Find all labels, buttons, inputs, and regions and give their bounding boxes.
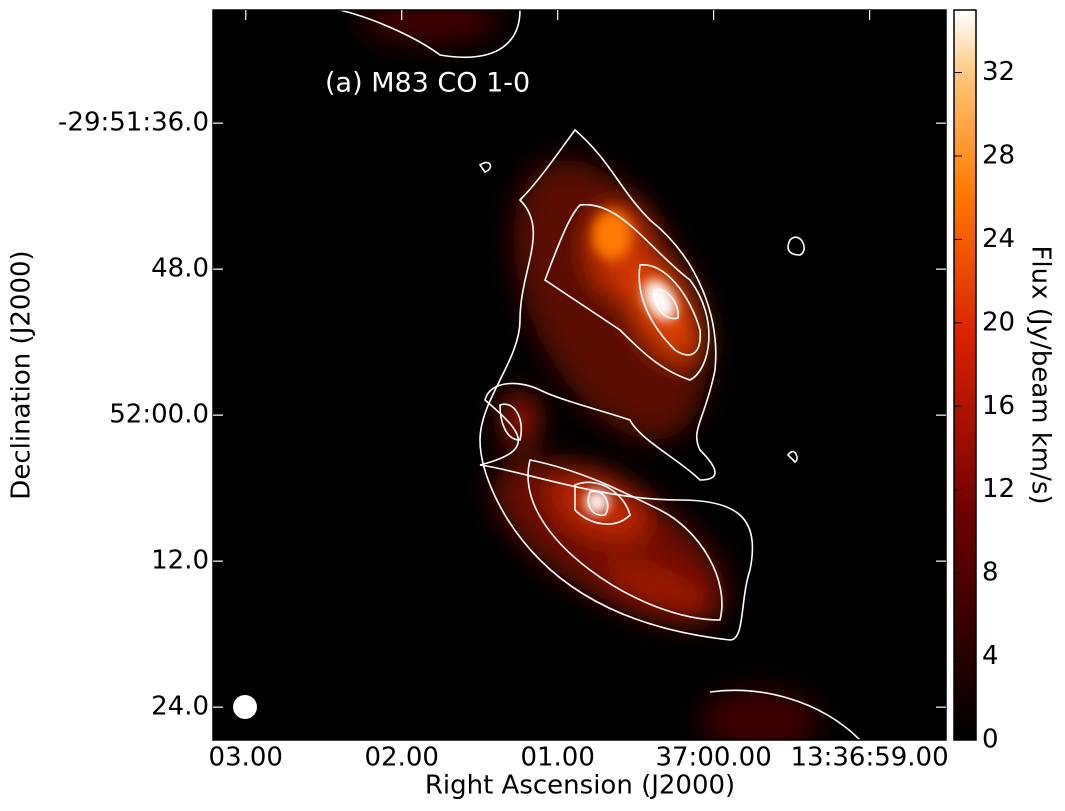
x-tick-label: 02.00 (364, 743, 438, 773)
y-tick-label: 24.0 (151, 692, 209, 722)
colorbar-tick-label: 16 (982, 391, 1015, 421)
colorbar-tick-label: 12 (982, 474, 1015, 504)
x-tick-label: 37:00.00 (655, 743, 771, 773)
x-tick-label: 03.00 (209, 743, 283, 773)
colorbar-label: Flux (Jy/beam km/s) (1026, 245, 1056, 504)
y-tick-label: -29:51:36.0 (58, 108, 209, 138)
x-axis-label: Right Ascension (J2000) (425, 771, 735, 801)
y-axis-label: Declination (J2000) (7, 250, 37, 499)
colorbar-tick-label: 20 (982, 307, 1015, 337)
y-tick-label: 12.0 (151, 546, 209, 576)
x-tick-label: 13:36:59.00 (791, 743, 949, 773)
y-tick-label: 52:00.0 (109, 400, 209, 430)
colorbar-tick-label: 0 (982, 725, 999, 755)
y-tick-label: 48.0 (151, 254, 209, 284)
colorbar-tick-label: 24 (982, 224, 1015, 254)
x-tick-label: 01.00 (520, 743, 594, 773)
colorbar-tick-label: 28 (982, 141, 1015, 171)
colorbar-tick-label: 32 (982, 57, 1015, 87)
colorbar-tick-label: 4 (982, 641, 999, 671)
plot-frame (212, 9, 947, 741)
colorbar-tick-label: 8 (982, 558, 999, 588)
chart-title: (a) M83 CO 1-0 (325, 68, 530, 99)
map (213, 10, 946, 740)
colorbar (953, 9, 977, 741)
